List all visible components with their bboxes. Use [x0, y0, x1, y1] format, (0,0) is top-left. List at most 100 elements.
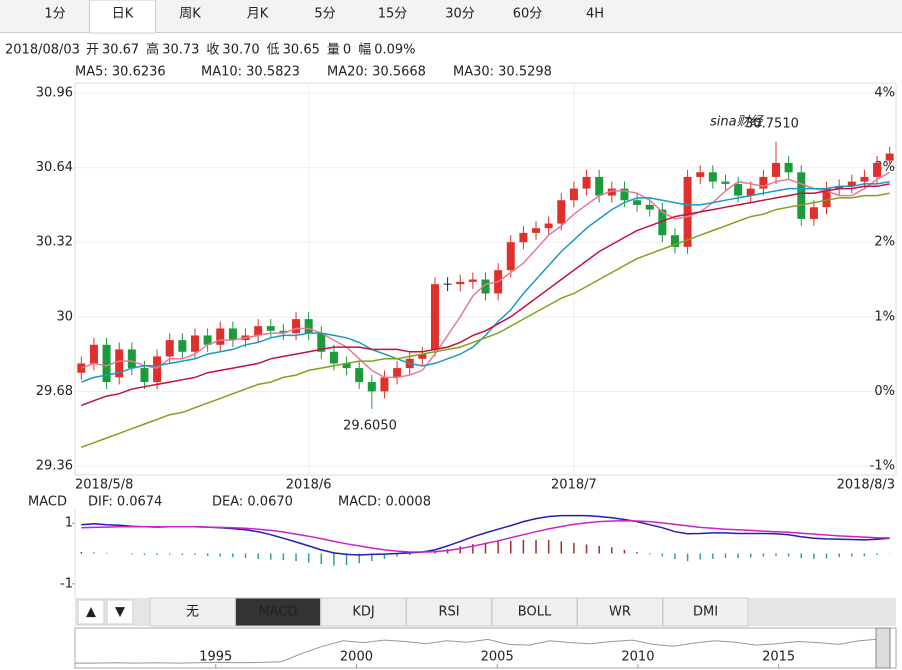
- indicator-tab-label[interactable]: RSI: [438, 605, 459, 620]
- indicator-tab-label[interactable]: WR: [609, 605, 631, 620]
- candle-body: [317, 333, 326, 352]
- ma-legend: MA30: 30.5298: [453, 65, 552, 80]
- candle-body: [468, 279, 477, 282]
- x-tick-label: 2018/6: [286, 478, 332, 493]
- y-tick-label: 30.64: [36, 160, 73, 175]
- plot-frame: [74, 82, 897, 476]
- candle-body: [658, 209, 667, 236]
- tab[interactable]: 60分: [513, 7, 543, 22]
- watermark: sina财经: [710, 115, 765, 130]
- navigator-handle[interactable]: [875, 627, 891, 669]
- ma-line: [81, 180, 890, 383]
- candle-body: [456, 281, 465, 285]
- candle-body: [178, 340, 187, 352]
- candle-body: [746, 188, 755, 196]
- candle-body: [418, 354, 427, 359]
- candle-body: [645, 204, 654, 210]
- candle-body: [683, 176, 692, 247]
- candle-body: [367, 382, 376, 392]
- y-tick-label: 30: [56, 309, 73, 324]
- candle-body: [190, 335, 199, 352]
- candle-body: [266, 326, 275, 331]
- quote-label: 低: [267, 43, 280, 58]
- macd-legend: DEA: 0.0670: [212, 495, 293, 510]
- indicator-tab-label[interactable]: KDJ: [352, 605, 374, 620]
- quote-value: 0.09%: [374, 43, 415, 58]
- candle-body: [165, 340, 174, 357]
- y2-tick-label: 4%: [874, 86, 895, 101]
- candle-body: [279, 330, 288, 334]
- ma-legend: MA10: 30.5823: [201, 65, 300, 80]
- candle-body: [620, 188, 629, 201]
- candle-body: [254, 326, 263, 336]
- arrow-button[interactable]: [77, 599, 105, 625]
- candle-body: [304, 319, 313, 334]
- indicator-tab-label[interactable]: BOLL: [518, 605, 552, 620]
- candle-body: [89, 344, 98, 364]
- quote-date: 2018/08/03: [5, 43, 80, 58]
- tab[interactable]: 4H: [586, 7, 604, 22]
- quote-value: 0: [343, 43, 351, 58]
- navigator-tick-label: 2015: [762, 650, 795, 665]
- navigator-frame: [74, 627, 897, 669]
- ma-legend: MA5: 30.6236: [75, 65, 166, 80]
- indicator-tab-label[interactable]: 无: [186, 605, 199, 620]
- candle-body: [772, 162, 781, 177]
- y2-tick-label: 0%: [874, 384, 895, 399]
- candle-body: [734, 183, 743, 196]
- candle-body: [885, 153, 894, 161]
- indicator-tab-label[interactable]: DMI: [693, 605, 718, 620]
- candle-body: [873, 162, 882, 177]
- tab[interactable]: 1分: [44, 7, 65, 22]
- annotation-low: 29.6050: [343, 419, 397, 434]
- candle-body: [835, 186, 844, 189]
- tab[interactable]: 5分: [314, 7, 335, 22]
- tab[interactable]: 15分: [378, 7, 408, 22]
- arrow-button[interactable]: [106, 599, 134, 625]
- quote-value: 30.70: [222, 43, 259, 58]
- indicator-tab[interactable]: [491, 597, 578, 627]
- y2-tick-label: 1%: [874, 309, 895, 324]
- candle-body: [797, 172, 806, 219]
- y2-tick-label: -1%: [870, 459, 895, 474]
- candle-body: [721, 181, 730, 184]
- candle-body: [557, 200, 566, 224]
- quote-label: 开: [86, 43, 99, 58]
- macd-legend: DIF: 0.0674: [88, 495, 162, 510]
- candle-body: [860, 176, 869, 182]
- arrow-label[interactable]: ▲: [86, 605, 96, 620]
- candle-body: [393, 368, 402, 378]
- navigator-tick-label: 2005: [481, 650, 514, 665]
- y-tick-label: 30.32: [36, 235, 73, 250]
- tab[interactable]: 30分: [445, 7, 475, 22]
- candle-body: [380, 377, 389, 392]
- y-tick-label: 29.36: [36, 459, 73, 474]
- candle-body: [784, 162, 793, 173]
- quote-value: 30.67: [102, 43, 139, 58]
- tab[interactable]: 周K: [179, 7, 201, 22]
- candle-body: [532, 228, 541, 233]
- ma-legend: MA20: 30.5668: [327, 65, 426, 80]
- tab[interactable]: 月K: [247, 7, 269, 22]
- candle-body: [203, 335, 212, 345]
- tab[interactable]: 日K: [112, 7, 134, 22]
- candle-body: [847, 181, 856, 187]
- quote-label: 幅: [358, 43, 371, 58]
- quote-label: 高: [146, 42, 159, 58]
- macd-title: MACD: [28, 495, 67, 510]
- ma-line: [81, 192, 890, 449]
- macd-legend: MACD: 0.0008: [338, 495, 431, 510]
- navigator-tick-label: 2000: [340, 650, 373, 665]
- indicator-tab[interactable]: [577, 597, 663, 627]
- quote-value: 30.65: [283, 43, 320, 58]
- candle-body: [708, 172, 717, 182]
- navigator-line: [75, 638, 881, 664]
- candle-body: [140, 368, 149, 383]
- indicator-tab-label[interactable]: MACD: [259, 605, 298, 620]
- arrow-label[interactable]: ▼: [115, 605, 125, 620]
- candle-body: [102, 344, 111, 383]
- indicator-tab[interactable]: [662, 597, 749, 627]
- annotation-high: 30.7510: [745, 117, 799, 132]
- y-tick-label: 1: [65, 516, 73, 531]
- candle-body: [809, 207, 818, 219]
